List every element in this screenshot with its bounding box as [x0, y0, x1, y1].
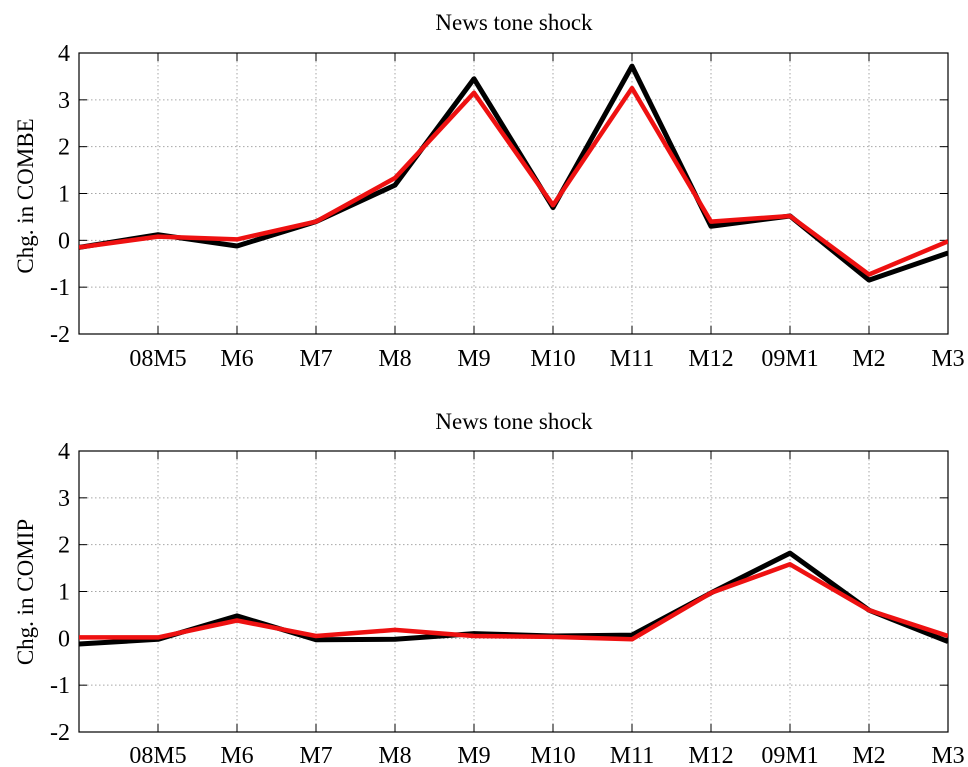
tick-marks: [79, 52, 949, 335]
x-tick-label: 09M1: [761, 743, 818, 767]
grid: [79, 53, 948, 334]
y-tick-label: -2: [50, 322, 70, 348]
x-tick-label: 08M5: [129, 346, 186, 372]
grid: [79, 451, 948, 732]
plot-frame: [78, 450, 949, 733]
chart-title: News tone shock: [435, 409, 593, 434]
y-tick-label: -1: [50, 673, 70, 699]
x-tick-label: M3: [931, 743, 964, 767]
x-tick-label: 08M5: [129, 743, 186, 767]
x-tick-label: M12: [688, 346, 733, 372]
x-tick-label: M8: [378, 743, 411, 767]
x-tick-label: M7: [299, 346, 332, 372]
x-tick-label: M11: [610, 346, 654, 372]
y-tick-label: 1: [58, 182, 70, 208]
y-axis-label: Chg. in COMBE: [13, 118, 38, 273]
chart-panel-combe: News tone shock Chg. in COMBE -2 -1 0 1 2 3 4 0…: [13, 10, 965, 372]
x-tick-label: M10: [530, 743, 575, 767]
x-tick-label: M3: [931, 346, 964, 372]
y-tick-label: 3: [58, 88, 70, 114]
x-tick-label: M6: [220, 346, 253, 372]
x-tick-label: M2: [852, 346, 885, 372]
y-tick-label: -1: [50, 275, 70, 301]
x-tick-label: M12: [688, 743, 733, 767]
y-tick-label: 4: [58, 439, 70, 465]
x-tick-label: M7: [299, 743, 332, 767]
y-axis-label: Chg. in COMIP: [13, 519, 38, 665]
tick-marks: [79, 450, 949, 733]
y-tick-label: 2: [58, 135, 70, 161]
x-tick-label: M9: [457, 743, 490, 767]
plot-frame: [78, 52, 949, 335]
y-tick-label: 4: [58, 41, 70, 67]
series-black-line: [79, 63, 948, 283]
x-tick-label: M11: [610, 743, 654, 767]
series-red-line: [79, 562, 948, 642]
series-red-line: [79, 85, 948, 277]
x-tick-label: M10: [530, 346, 575, 372]
y-tick-label: 0: [58, 228, 70, 254]
chart-panel-comip: News tone shock Chg. in COMIP -2 -1 0 1 2 3 4 0…: [13, 409, 965, 767]
x-tick-label: M8: [378, 346, 411, 372]
y-tick-label: 2: [58, 533, 70, 559]
x-tick-label: M2: [852, 743, 885, 767]
x-tick-label: M9: [457, 346, 490, 372]
y-tick-label: -2: [50, 720, 70, 746]
y-tick-label: 3: [58, 486, 70, 512]
chart-title: News tone shock: [435, 10, 593, 35]
y-tick-label: 1: [58, 580, 70, 606]
series-black-line: [79, 550, 948, 647]
x-tick-label: M6: [220, 743, 253, 767]
y-tick-label: 0: [58, 626, 70, 652]
x-tick-label: 09M1: [761, 346, 818, 372]
